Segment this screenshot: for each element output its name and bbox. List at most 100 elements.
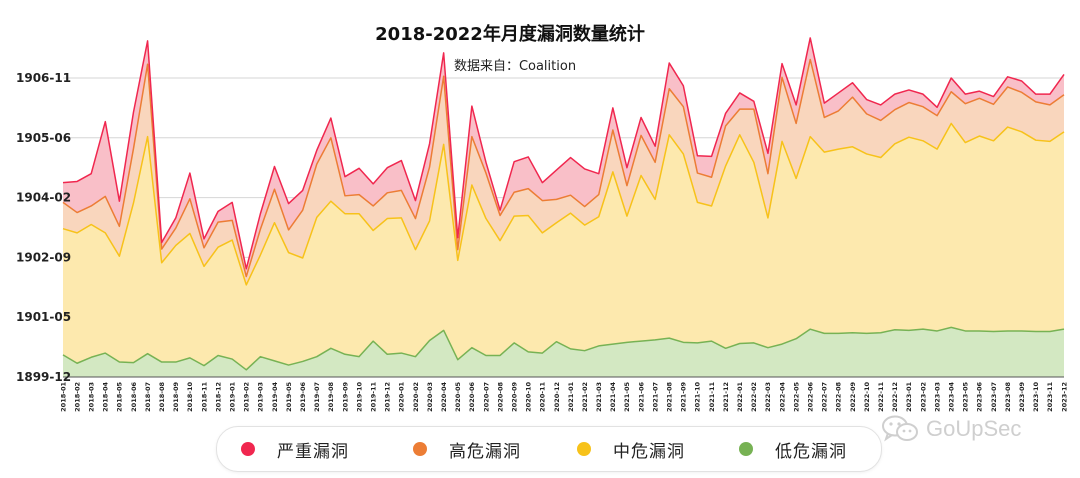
- x-tick-label: 2021-06: [637, 382, 645, 412]
- x-tick-label: 2023-08: [1004, 382, 1012, 412]
- legend-item-low[interactable]: 低危漏洞: [739, 427, 847, 471]
- legend-dot-critical: [241, 442, 255, 456]
- x-tick-label: 2022-09: [849, 382, 857, 412]
- legend-label-low: 低危漏洞: [775, 441, 847, 462]
- x-tick-label: 2019-06: [299, 382, 307, 412]
- watermark: GoUpSec: [880, 414, 1021, 444]
- x-tick-label: 2019-08: [327, 382, 335, 412]
- chart-title: 2018-2022年月度漏洞数量统计: [375, 24, 645, 45]
- y-tick-label: 1902-09: [16, 250, 71, 264]
- x-tick-label: 2022-10: [863, 382, 871, 412]
- x-tick-label: 2020-09: [510, 382, 518, 412]
- x-tick-label: 2021-04: [609, 382, 617, 412]
- x-tick-label: 2020-11: [539, 382, 547, 412]
- x-tick-label: 2018-04: [102, 382, 110, 412]
- x-tick-label: 2023-05: [962, 382, 970, 412]
- x-tick-label: 2018-10: [186, 382, 194, 412]
- line-medium: [62, 122, 1065, 286]
- x-tick-label: 2022-01: [736, 382, 744, 412]
- x-tick-label: 2023-09: [1018, 382, 1026, 412]
- x-tick-label: 2021-07: [651, 382, 659, 412]
- x-tick-label: 2020-06: [468, 382, 476, 412]
- x-tick-label: 2019-04: [271, 382, 279, 412]
- chart-subtitle: 数据来自：Coalition: [453, 59, 577, 74]
- x-tick-label: 2019-03: [257, 382, 265, 412]
- area-series-layer: [63, 37, 1064, 377]
- y-tick-label: 1901-05: [16, 310, 71, 324]
- x-tick-label: 2021-09: [680, 382, 688, 412]
- x-tick-label: 2021-05: [623, 382, 631, 412]
- legend-dot-medium: [577, 442, 591, 456]
- x-tick-label: 2021-03: [595, 382, 603, 412]
- x-tick-label: 2021-01: [567, 382, 575, 412]
- x-tick-label: 2020-04: [440, 382, 448, 412]
- x-tick-label: 2019-07: [313, 382, 321, 412]
- x-tick-label: 2018-11: [200, 382, 208, 412]
- x-tick-label: 2023-10: [1032, 382, 1040, 412]
- x-tick-label: 2018-06: [130, 382, 138, 412]
- legend-dot-low: [739, 442, 753, 456]
- legend-label-critical: 严重漏洞: [277, 441, 349, 462]
- line-high: [62, 58, 1065, 278]
- x-tick-label: 2020-10: [525, 382, 533, 412]
- x-tick-label: 2018-02: [73, 382, 81, 412]
- x-axis-tick-labels: 2018-01 2018-02 2018-03 2018-04 2018-05 2018-…: [59, 382, 1068, 412]
- x-tick-label: 2022-05: [792, 382, 800, 412]
- x-tick-label: 2018-03: [88, 382, 96, 412]
- y-axis-tick-labels: 1899-12 1901-05 1902-09 1904-02 1905-06 1906-…: [16, 71, 71, 384]
- x-tick-label: 2018-09: [172, 382, 180, 412]
- x-tick-label: 2020-08: [496, 382, 504, 412]
- y-tick-label: 1899-12: [16, 370, 71, 384]
- x-tick-label: 2019-11: [369, 382, 377, 412]
- x-tick-label: 2019-09: [341, 382, 349, 412]
- x-tick-label: 2021-10: [694, 382, 702, 412]
- y-tick-label: 1906-11: [16, 71, 71, 85]
- area-medium: [63, 123, 1064, 370]
- x-tick-label: 2023-06: [976, 382, 984, 412]
- x-tick-label: 2022-08: [835, 382, 843, 412]
- wechat-icon: [882, 415, 918, 442]
- x-tick-label: 2019-12: [384, 382, 392, 412]
- legend-label-high: 高危漏洞: [449, 441, 521, 462]
- line-series-layer: [62, 37, 1065, 371]
- legend-dot-high: [413, 442, 427, 456]
- y-tick-label: 1905-06: [16, 131, 71, 145]
- legend-item-critical[interactable]: 严重漏洞: [241, 427, 349, 471]
- x-tick-label: 2022-07: [821, 382, 829, 412]
- x-tick-label: 2020-01: [398, 382, 406, 412]
- area-low: [63, 327, 1064, 377]
- x-tick-label: 2021-02: [581, 382, 589, 412]
- x-tick-label: 2021-08: [666, 382, 674, 412]
- legend-item-high[interactable]: 高危漏洞: [413, 427, 521, 471]
- x-tick-label: 2020-12: [553, 382, 561, 412]
- line-critical: [62, 37, 1065, 270]
- x-tick-label: 2023-12: [1060, 382, 1068, 412]
- x-tick-label: 2022-11: [877, 382, 885, 412]
- x-tick-label: 2019-05: [285, 382, 293, 412]
- x-tick-label: 2019-02: [243, 382, 251, 412]
- x-tick-label: 2018-07: [144, 382, 152, 412]
- x-tick-label: 2018-08: [158, 382, 166, 412]
- x-tick-label: 2020-02: [412, 382, 420, 412]
- x-tick-label: 2020-07: [482, 382, 490, 412]
- x-tick-label: 2020-03: [426, 382, 434, 412]
- x-tick-label: 2022-02: [750, 382, 758, 412]
- x-tick-label: 2022-12: [891, 382, 899, 412]
- line-low: [62, 326, 1065, 371]
- x-tick-label: 2018-12: [214, 382, 222, 412]
- x-tick-label: 2022-03: [764, 382, 772, 412]
- x-tick-label: 2023-11: [1046, 382, 1054, 412]
- x-tick-label: 2023-02: [919, 382, 927, 412]
- watermark-text: GoUpSec: [926, 416, 1022, 441]
- legend-item-medium[interactable]: 中危漏洞: [577, 427, 685, 471]
- x-tick-label: 2019-01: [228, 382, 236, 412]
- x-tick-label: 2023-01: [905, 382, 913, 412]
- x-tick-label: 2018-01: [59, 382, 67, 412]
- area-high: [63, 59, 1064, 285]
- y-tick-label: 1904-02: [16, 191, 71, 205]
- x-tick-label: 2023-03: [933, 382, 941, 412]
- x-tick-label: 2019-10: [355, 382, 363, 412]
- legend-label-medium: 中危漏洞: [613, 441, 685, 462]
- x-tick-label: 2021-11: [708, 382, 716, 412]
- x-tick-label: 2023-04: [948, 382, 956, 412]
